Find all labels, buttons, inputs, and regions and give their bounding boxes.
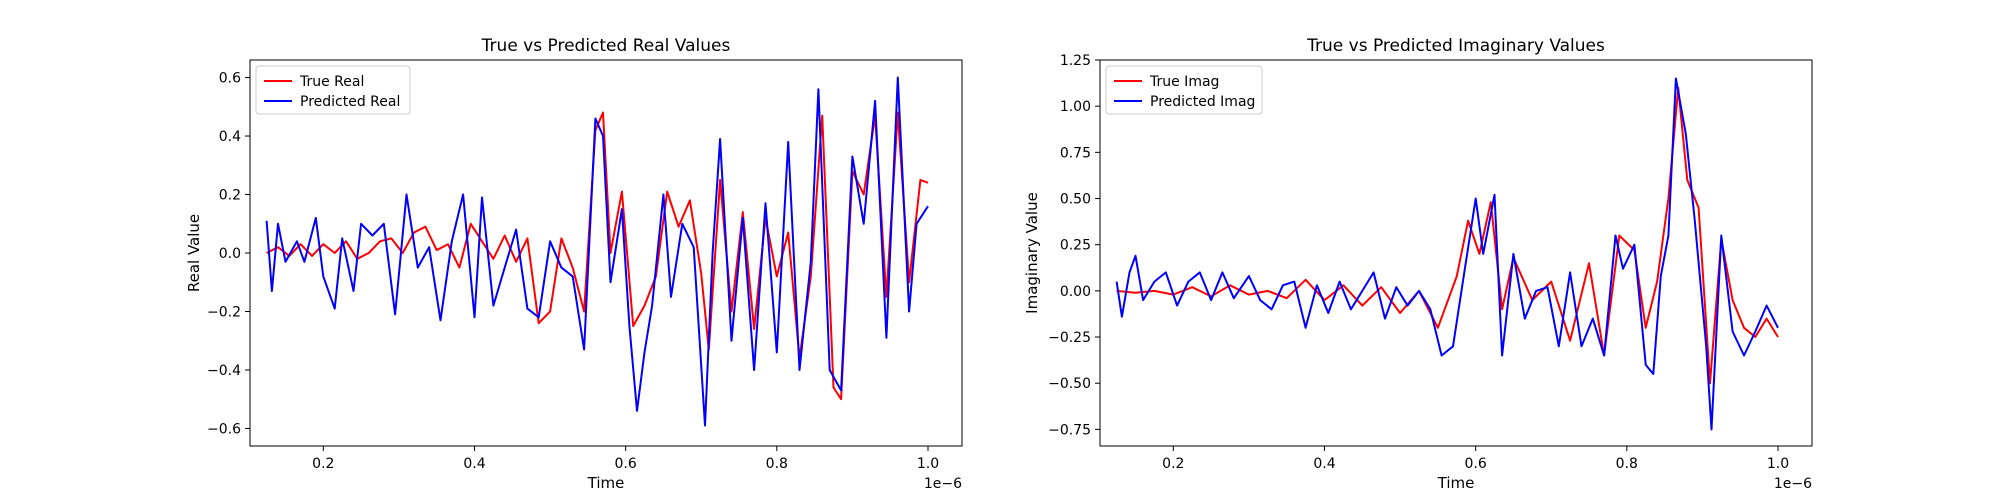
imag-y-tick-label: 1.00 [1060, 99, 1091, 115]
imag-series-layer [1115, 77, 1779, 431]
real-x-offset-text: 1e−6 [924, 476, 962, 492]
imag-y-tick-label: 0.25 [1060, 238, 1091, 254]
real-series-line-true [266, 111, 929, 401]
real-x-tick-label: 1.0 [917, 456, 939, 472]
imag-axes-frame [1099, 59, 1813, 447]
real-y-tick-label: 0.2 [219, 188, 241, 204]
imag-y-axis-label: Imaginary Value [1023, 192, 1041, 314]
imag-x-tick-label: 0.6 [1465, 456, 1487, 472]
imag-y-tick-label: 1.25 [1060, 53, 1091, 69]
imag-y-tick-label: −0.50 [1048, 376, 1091, 392]
imag-legend-label: True Imag [1149, 74, 1219, 90]
imag-x-ticks: 0.2 0.4 0.6 0.8 1.0 [1162, 446, 1789, 472]
real-legend-box [255, 65, 411, 115]
real-y-tick-label: 0.0 [219, 246, 241, 262]
real-y-ticks: −0.6 −0.4 −0.2 0.0 0.2 0.4 0.6 [207, 71, 250, 437]
imag-y-ticks: −0.75 −0.50 −0.25 0.00 0.25 0.50 0.75 1.00 1.25 [1048, 53, 1100, 438]
real-x-tick-label: 0.6 [615, 456, 637, 472]
real-chart-title: True vs Predicted Real Values [481, 36, 731, 56]
real-legend-label: Predicted Real [300, 94, 400, 110]
real-x-axis-label: Time [587, 474, 625, 492]
imag-legend-label: Predicted Imag [1150, 94, 1255, 110]
imag-y-tick-label: −0.25 [1048, 330, 1091, 346]
real-x-tick-label: 0.2 [312, 456, 334, 472]
imag-y-tick-label: −0.75 [1048, 422, 1091, 438]
real-x-tick-label: 0.8 [766, 456, 788, 472]
real-y-tick-label: −0.6 [207, 421, 241, 437]
imag-chart-title: True vs Predicted Imaginary Values [1306, 36, 1605, 56]
real-y-tick-label: 0.4 [219, 129, 241, 145]
imag-y-tick-label: 0.75 [1060, 145, 1091, 161]
real-values-chart: 0.2 0.4 0.6 0.8 1.0 −0.6 −0.4 −0.2 0.0 0.2 0.4 0.6… [185, 36, 963, 492]
imag-legend-box [1105, 65, 1263, 115]
real-x-ticks: 0.2 0.4 0.6 0.8 1.0 [312, 446, 939, 472]
imag-x-tick-label: 0.2 [1162, 456, 1184, 472]
imag-x-tick-label: 0.4 [1313, 456, 1335, 472]
real-x-tick-label: 0.4 [463, 456, 485, 472]
imag-x-offset-text: 1e−6 [1774, 476, 1812, 492]
real-y-axis-label: Real Value [185, 214, 203, 292]
imag-legend: True Imag Predicted Imag [1105, 65, 1263, 115]
imag-x-axis-label: Time [1437, 474, 1475, 492]
imag-series-line-predicted [1115, 77, 1779, 431]
real-y-tick-label: −0.2 [207, 304, 241, 320]
real-legend-label: True Real [299, 74, 364, 90]
imag-x-tick-label: 0.8 [1616, 456, 1638, 472]
imag-y-tick-label: 0.50 [1060, 192, 1091, 208]
real-series-layer [265, 76, 929, 427]
imag-plot-area [1100, 60, 1812, 446]
real-y-tick-label: −0.4 [207, 363, 241, 379]
real-legend: True Real Predicted Real [255, 65, 411, 115]
real-y-tick-label: 0.6 [219, 71, 241, 87]
imag-x-tick-label: 1.0 [1767, 456, 1789, 472]
real-series-line-predicted [265, 76, 929, 427]
imag-y-tick-label: 0.00 [1060, 284, 1091, 300]
imag-values-chart: 0.2 0.4 0.6 0.8 1.0 −0.75 −0.50 −0.25 0.00 0.25 0… [1023, 36, 1813, 492]
